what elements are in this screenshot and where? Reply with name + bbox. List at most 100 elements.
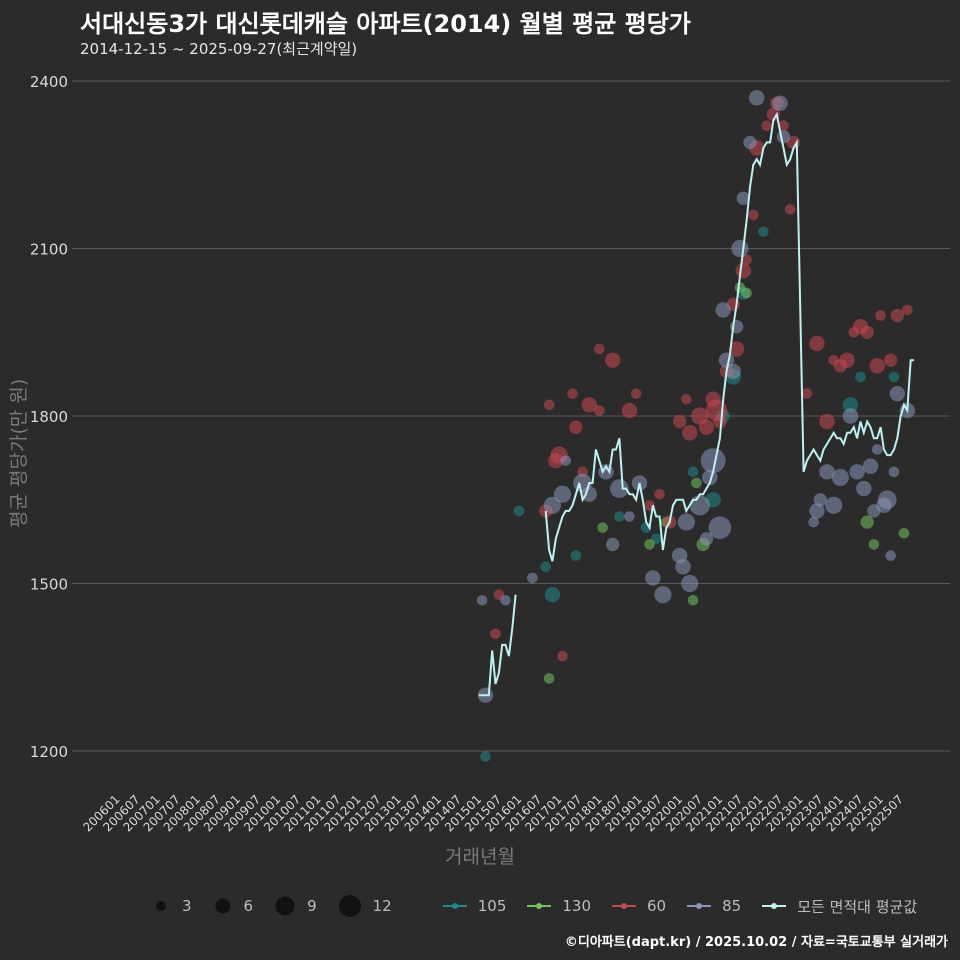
point-85 [699, 532, 714, 546]
point-60 [713, 414, 727, 429]
point-60 [604, 352, 621, 368]
point-85 [731, 239, 749, 258]
point-60 [681, 393, 692, 405]
legend-series-105: 105 [442, 897, 506, 915]
point-60 [728, 341, 745, 357]
legend-series-average: 모든 면적대 평균값 [761, 896, 917, 917]
y-tick-label: 1500 [30, 576, 68, 594]
point-60 [860, 325, 874, 339]
legend-series-average-key [762, 903, 787, 909]
point-85 [825, 496, 843, 514]
point-85 [553, 485, 572, 503]
point-60 [809, 335, 825, 352]
point-85 [856, 480, 872, 497]
point-130 [860, 515, 874, 529]
scatter-points [476, 90, 916, 762]
point-105 [614, 511, 625, 522]
point-85 [708, 516, 732, 540]
point-105 [570, 550, 582, 561]
point-60 [594, 405, 605, 416]
point-105 [687, 466, 699, 478]
point-130 [691, 477, 702, 489]
point-60 [698, 419, 715, 435]
point-85 [849, 464, 865, 480]
legend-size-6: 6 [212, 895, 254, 917]
legend-size-9-label: 9 [307, 897, 317, 915]
legend-series-105-key [442, 903, 467, 909]
legend-size-9: 9 [273, 894, 317, 918]
chart-subtitle: 2014-12-15 ~ 2025-09-27(최근계약일) [80, 40, 358, 58]
point-60 [741, 254, 752, 265]
point-85 [610, 479, 629, 498]
legend-size-12: 12 [337, 893, 392, 919]
grid-lines [72, 80, 950, 752]
point-105 [513, 505, 525, 517]
source-caption: ©디아파트(dapt.kr) / 2025.10.02 / 자료=국토교통부 실… [564, 935, 948, 950]
point-130 [687, 594, 699, 606]
point-60 [890, 308, 904, 323]
point-105 [855, 371, 866, 383]
y-tick-label: 2400 [30, 73, 68, 91]
point-60 [630, 388, 642, 399]
point-60 [682, 425, 698, 441]
point-130 [597, 522, 608, 533]
point-85 [500, 594, 511, 606]
point-60 [567, 388, 578, 399]
legend: 3 6 9 12 105 130 60 85 모든 면적대 평균값 [150, 893, 937, 919]
point-85 [743, 135, 757, 150]
chart-title: 서대신동3가 대신롯데캐슬 아파트(2014) 월별 평균 평당가 [80, 10, 691, 38]
point-85 [885, 550, 896, 561]
point-85 [725, 363, 741, 380]
legend-series-60-key [612, 903, 637, 909]
point-60 [801, 388, 813, 399]
point-60 [869, 358, 885, 374]
point-85 [560, 455, 572, 466]
legend-series-60-label: 60 [647, 897, 667, 915]
point-105 [758, 226, 769, 238]
x-tick-labels: 2006012006072007012007072008012008072009… [80, 792, 906, 834]
point-60 [654, 488, 665, 500]
point-130 [868, 539, 880, 550]
point-85 [808, 516, 819, 528]
point-130 [898, 527, 910, 539]
point-105 [480, 751, 491, 762]
legend-size-3-label: 3 [182, 897, 192, 915]
point-60 [543, 399, 555, 411]
point-85 [681, 574, 699, 593]
point-85 [581, 486, 597, 502]
point-85 [675, 559, 691, 575]
point-60 [883, 353, 898, 367]
point-85 [624, 511, 635, 522]
point-60 [784, 204, 796, 215]
point-85 [831, 468, 849, 487]
point-60 [735, 263, 751, 279]
point-60 [594, 343, 605, 355]
point-130 [741, 287, 752, 299]
point-85 [888, 466, 900, 478]
point-85 [689, 495, 710, 516]
point-85 [654, 586, 672, 604]
point-85 [776, 130, 791, 144]
point-85 [842, 408, 859, 424]
legend-series-85-label: 85 [722, 897, 742, 915]
point-85 [677, 513, 695, 531]
point-85 [606, 537, 620, 552]
average-line [478, 111, 914, 697]
y-tick-label: 1800 [30, 408, 68, 426]
legend-series-60: 60 [611, 897, 666, 915]
point-130 [543, 673, 555, 684]
legend-size-9-marker [275, 896, 295, 916]
legend-series-85-key [687, 903, 712, 909]
point-85 [702, 469, 718, 486]
point-60 [839, 352, 855, 368]
point-105 [842, 397, 859, 413]
point-85 [700, 448, 726, 474]
point-60 [490, 628, 501, 640]
point-60 [778, 120, 789, 131]
average-line-segment [478, 594, 517, 697]
legend-size-6-label: 6 [243, 897, 254, 915]
point-60 [819, 413, 835, 430]
point-105 [540, 561, 552, 573]
legend-series-average-label: 모든 면적대 평균값 [797, 897, 918, 916]
